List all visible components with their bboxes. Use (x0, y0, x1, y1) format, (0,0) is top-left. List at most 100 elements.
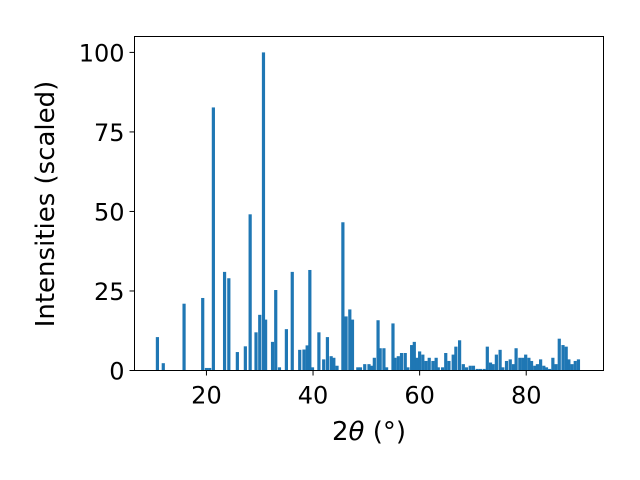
bar (335, 365, 339, 371)
bar (348, 309, 352, 371)
bar (325, 337, 330, 371)
bar (518, 357, 522, 371)
bar (322, 359, 326, 371)
bar (393, 357, 397, 371)
bar (290, 271, 294, 371)
y-tick-label: 50 (94, 198, 125, 226)
bar (527, 357, 531, 371)
bar (482, 368, 486, 371)
y-axis-label: Intensities (scaled) (31, 81, 61, 328)
x-tick-label: 60 (404, 382, 435, 410)
bar (376, 320, 380, 371)
bar (254, 332, 258, 371)
bar (436, 367, 440, 371)
bar (421, 354, 425, 371)
bar (391, 323, 395, 371)
bar (478, 368, 482, 371)
bar (454, 346, 458, 371)
bar (440, 367, 445, 371)
bar (329, 356, 333, 371)
bar (491, 364, 495, 371)
bar (412, 341, 416, 371)
bar (317, 332, 321, 371)
bar (504, 360, 509, 371)
bar (427, 357, 431, 371)
bar (471, 365, 476, 371)
bar (367, 364, 371, 371)
bar (182, 303, 186, 371)
bar (561, 345, 565, 371)
bar (551, 357, 555, 371)
bar (424, 360, 428, 371)
bar (396, 356, 400, 371)
bar (529, 360, 534, 371)
bar (350, 319, 355, 371)
bar (535, 364, 540, 371)
y-axis: 0 25 50 75 100 (79, 39, 135, 386)
bar (155, 337, 160, 371)
bar (344, 316, 348, 371)
bar (399, 353, 404, 371)
bar (403, 353, 407, 371)
bar (261, 52, 266, 371)
bar (533, 365, 537, 371)
x-tick-label: 20 (191, 382, 222, 410)
bar (382, 348, 386, 371)
bar (384, 367, 389, 371)
bar (341, 222, 345, 371)
bar (498, 349, 502, 371)
bar (410, 345, 414, 371)
bar (310, 367, 315, 371)
bar (284, 329, 288, 371)
bar (305, 345, 309, 371)
bar (243, 346, 247, 371)
bar (431, 360, 435, 371)
bar (227, 278, 231, 371)
bar (211, 107, 215, 371)
y-tick-label: 25 (94, 278, 125, 306)
bar (358, 367, 363, 371)
bar (372, 357, 376, 371)
bar (161, 363, 165, 371)
bar (576, 359, 581, 371)
bar (308, 269, 312, 371)
bar (204, 367, 209, 371)
bar (564, 346, 568, 371)
bar (567, 359, 571, 371)
bar (264, 319, 268, 371)
bar (511, 364, 516, 371)
bar (539, 359, 543, 371)
bar (274, 290, 278, 371)
bar (434, 357, 438, 371)
bar (485, 346, 489, 371)
bar (494, 354, 498, 371)
bar (356, 367, 360, 371)
x-axis-label: 2θ (°) (332, 417, 406, 447)
y-tick-label: 100 (79, 39, 125, 67)
bar (415, 357, 419, 371)
bar (208, 367, 212, 371)
bar (235, 352, 239, 371)
bar (488, 362, 493, 371)
bar (298, 349, 302, 371)
bar (521, 357, 525, 371)
y-tick-label: 0 (109, 358, 124, 386)
bar (447, 360, 451, 371)
bar (277, 367, 282, 371)
bar (514, 348, 518, 371)
bar (548, 368, 552, 371)
bar (542, 365, 546, 371)
bar (570, 364, 574, 371)
bar (458, 340, 462, 371)
y-tick-label: 75 (94, 119, 125, 147)
x-axis: 20 40 60 80 (191, 370, 541, 410)
bar (524, 354, 528, 371)
bar (270, 341, 275, 371)
plot-frame (134, 36, 604, 371)
bar (544, 367, 549, 371)
bar (370, 365, 374, 371)
bar (332, 357, 336, 371)
bar (222, 271, 227, 371)
bar (501, 367, 505, 371)
